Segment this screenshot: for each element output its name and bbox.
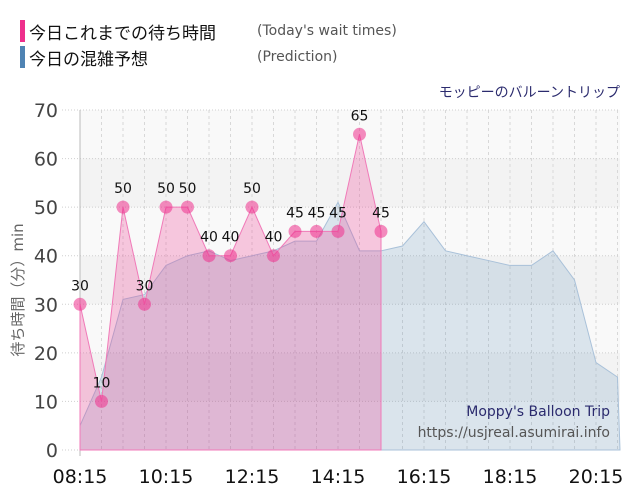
data-point-marker[interactable] [310, 224, 323, 238]
data-point-label: 50 [157, 181, 175, 197]
data-point-label: 50 [114, 181, 132, 197]
data-point-label: 50 [179, 181, 197, 197]
attraction-title: モッピーのバルーントリップ [438, 85, 620, 101]
legend-today-jp: 今日これまでの待ち時間 [29, 23, 216, 44]
data-point-label: 65 [351, 108, 369, 124]
data-point-label: 45 [372, 205, 390, 221]
x-tick-label: 08:15 [53, 466, 108, 488]
plot-band [80, 401, 620, 450]
data-point-marker[interactable] [181, 200, 194, 214]
data-point-marker[interactable] [95, 394, 108, 408]
watermark-url[interactable]: https://usjreal.asumirai.info [418, 425, 610, 441]
plot-band [80, 110, 620, 159]
data-point-marker[interactable] [224, 249, 237, 263]
today-swatch [20, 20, 25, 42]
data-point-marker[interactable] [202, 249, 216, 263]
data-point-marker[interactable] [353, 127, 366, 141]
y-tick-label: 40 [34, 246, 58, 268]
y-tick-label: 60 [34, 149, 58, 171]
x-tick-label: 20:15 [569, 466, 624, 488]
data-point-marker[interactable] [73, 297, 87, 311]
data-point-label: 45 [286, 205, 304, 221]
x-tick-label: 12:15 [225, 466, 280, 488]
data-point-marker[interactable] [331, 224, 345, 238]
data-point-label: 30 [136, 278, 154, 294]
data-point-marker[interactable] [288, 224, 302, 238]
data-point-marker[interactable] [116, 200, 130, 214]
y-tick-label: 30 [34, 294, 58, 316]
plot-band [80, 304, 620, 353]
prediction-area [79, 201, 621, 451]
prediction-swatch [20, 46, 25, 68]
today-area [79, 134, 382, 451]
x-tick-label: 14:15 [311, 466, 366, 488]
data-point-marker[interactable] [245, 200, 259, 214]
y-tick-label: 10 [34, 391, 58, 413]
data-point-marker[interactable] [138, 297, 151, 311]
y-tick-label: 70 [34, 100, 58, 122]
data-point-label: 45 [308, 205, 326, 221]
plot-band [80, 158, 620, 208]
legend-prediction-jp: 今日の混雑予想 [29, 49, 148, 70]
x-tick-label: 10:15 [139, 466, 194, 488]
data-point-marker[interactable] [374, 224, 388, 238]
y-axis-label: 待ち時間（分）min [9, 223, 27, 356]
y-tick-label: 50 [34, 197, 58, 219]
data-point-label: 40 [265, 230, 283, 246]
data-point-label: 10 [93, 375, 111, 391]
legend-item-today[interactable]: 今日これまでの待ち時間 (Today's wait times) [20, 18, 397, 44]
plot-band [80, 207, 620, 256]
data-point-label: 40 [222, 230, 240, 246]
x-tick-label: 16:15 [397, 466, 452, 488]
x-tick-label: 18:15 [483, 466, 538, 488]
legend-today-en: (Today's wait times) [257, 23, 397, 39]
data-point-label: 40 [200, 230, 218, 246]
legend-item-prediction[interactable]: 今日の混雑予想 (Prediction) [20, 44, 397, 70]
y-tick-label: 20 [34, 343, 58, 365]
legend-prediction-en: (Prediction) [257, 49, 338, 65]
data-point-label: 50 [243, 181, 261, 197]
data-point-marker[interactable] [267, 249, 280, 263]
watermark-title: Moppy's Balloon Trip [466, 404, 610, 420]
y-tick-label: 0 [46, 440, 58, 462]
data-point-label: 45 [329, 205, 347, 221]
data-point-marker[interactable] [159, 200, 173, 214]
legend: 今日これまでの待ち時間 (Today's wait times) 今日の混雑予想… [20, 18, 397, 70]
plot-band [80, 352, 620, 402]
data-point-label: 30 [71, 278, 89, 294]
